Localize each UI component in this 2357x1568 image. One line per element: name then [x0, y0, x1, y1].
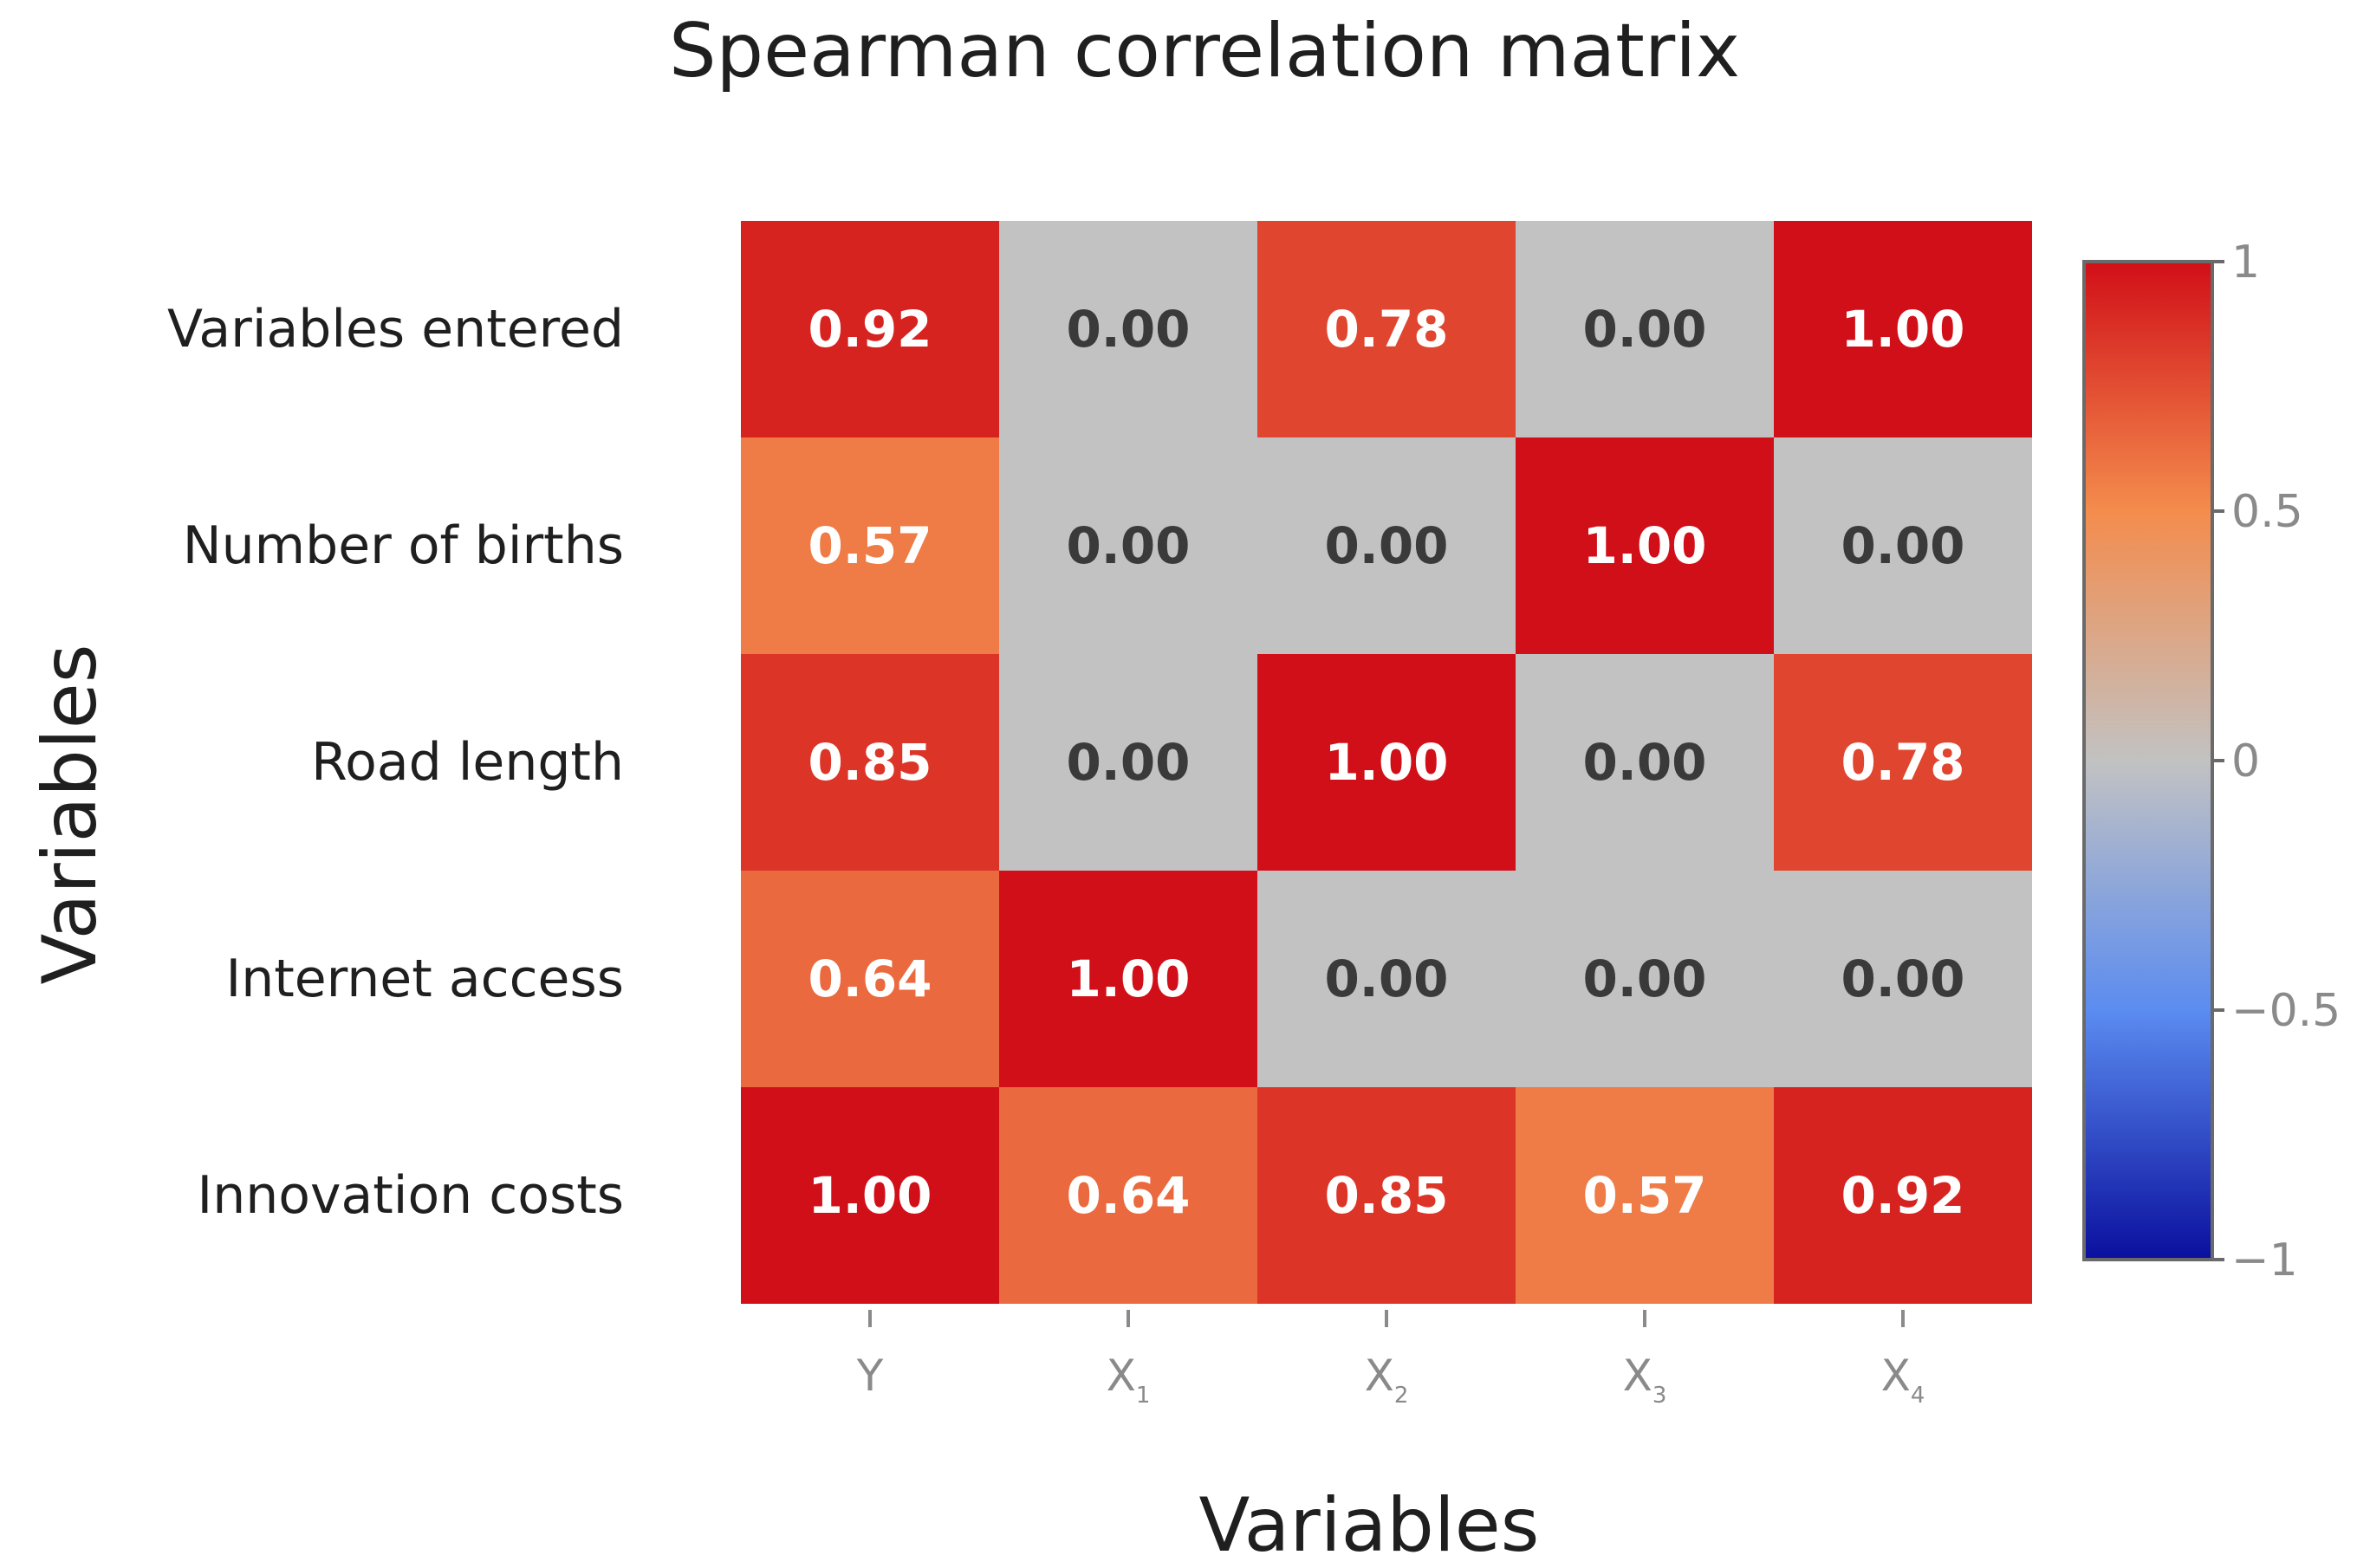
row-labels: Variables entered Number of births Road le…: [167, 299, 624, 1226]
heatmap-cell: [999, 654, 1257, 871]
x-axis-label: Variables: [1198, 1482, 1539, 1564]
column-ticks: Y X1 X2 X3 X4: [856, 1310, 1925, 1409]
heatmap-cell: [1774, 437, 2032, 654]
row-label: Innovation costs: [198, 1165, 624, 1226]
heatmap-cell: [741, 221, 999, 437]
heatmap-cell: [999, 221, 1257, 437]
heatmap-cell: [1774, 1087, 2032, 1304]
cell-value-label: 0.00: [1841, 516, 1964, 575]
colorbar-tick-label: −1: [2231, 1234, 2298, 1286]
cell-value-label: 0.00: [1324, 516, 1448, 575]
heatmap-cell: [1516, 654, 1774, 871]
cell-value-label: 0.64: [808, 949, 932, 1008]
heatmap-cell: [1257, 437, 1516, 654]
colorbar-gradient: [2082, 260, 2214, 1261]
cell-value-label: 0.00: [1582, 300, 1706, 359]
cell-value-label: 0.85: [808, 733, 932, 792]
row-label: Number of births: [183, 515, 624, 576]
column-tick-label: Y: [856, 1351, 884, 1401]
column-tick-label: X1: [1107, 1351, 1151, 1409]
colorbar-tick-label: −0.5: [2231, 985, 2341, 1037]
cell-value-label: 0.57: [808, 516, 932, 575]
colorbar-tick-label: 0.5: [2231, 486, 2303, 538]
heatmap-cell: [1516, 1087, 1774, 1304]
heatmap-cell: [1774, 221, 2032, 437]
cell-value-label: 0.00: [1066, 516, 1190, 575]
cell-value-label: 0.92: [1841, 1166, 1964, 1225]
cell-value-label: 1.00: [1841, 300, 1964, 359]
row-label: Internet access: [226, 949, 625, 1009]
colorbar-tick-label: 1: [2231, 236, 2260, 288]
cell-value-label: 0.00: [1066, 733, 1190, 792]
heatmap-cell: [999, 871, 1257, 1087]
heatmap-cell: [1516, 437, 1774, 654]
cell-value-label: 1.00: [1582, 516, 1706, 575]
y-axis-label: Variables: [27, 644, 114, 984]
heatmap-cell: [1774, 871, 2032, 1087]
heatmap-cell: [741, 871, 999, 1087]
heatmap-cell: [741, 654, 999, 871]
cell-value-label: 1.00: [1324, 733, 1448, 792]
colorbar-tick-label: 0: [2231, 735, 2260, 787]
heatmap-cell: [1774, 654, 2032, 871]
cell-value-label: 0.00: [1582, 949, 1706, 1008]
cell-value-label: 1.00: [808, 1166, 932, 1225]
cell-value-label: 0.00: [1324, 949, 1448, 1008]
heatmap-cells: [741, 221, 2032, 1304]
cell-value-label: 0.78: [1841, 733, 1964, 792]
heatmap-cell: [1257, 221, 1516, 437]
cell-value-label: 0.64: [1066, 1166, 1190, 1225]
cell-value-label: 0.85: [1324, 1166, 1448, 1225]
heatmap-cell: [1257, 654, 1516, 871]
cell-value-label: 0.00: [1841, 949, 1964, 1008]
heatmap-cell: [741, 437, 999, 654]
cell-value-label: 0.92: [808, 300, 932, 359]
cell-value-label: 1.00: [1066, 949, 1190, 1008]
heatmap-cell: [999, 437, 1257, 654]
heatmap-cell: [1516, 221, 1774, 437]
heatmap-cell-labels: 0.92 0.00 0.78 0.00 1.00 0.57 0.00 0.00 1.00 0.00…: [808, 300, 1964, 1225]
cell-value-label: 0.78: [1324, 300, 1448, 359]
heatmap-cell: [1257, 1087, 1516, 1304]
heatmap-cell: [741, 1087, 999, 1304]
heatmap-cell: [1516, 871, 1774, 1087]
column-tick-label: X2: [1365, 1351, 1409, 1409]
column-tick-label: X4: [1881, 1351, 1925, 1409]
column-tick-label: X3: [1623, 1351, 1667, 1409]
cell-value-label: 0.57: [1582, 1166, 1706, 1225]
cell-value-label: 0.00: [1066, 300, 1190, 359]
row-label: Variables entered: [167, 299, 624, 360]
cell-value-label: 0.00: [1582, 733, 1706, 792]
heatmap-cell: [999, 1087, 1257, 1304]
colorbar: 1 0.5 0 −0.5 −1: [2082, 236, 2341, 1286]
heatmap-cell: [1257, 871, 1516, 1087]
chart-title: Spearman correlation matrix: [669, 8, 1740, 94]
row-label: Road length: [311, 732, 624, 793]
